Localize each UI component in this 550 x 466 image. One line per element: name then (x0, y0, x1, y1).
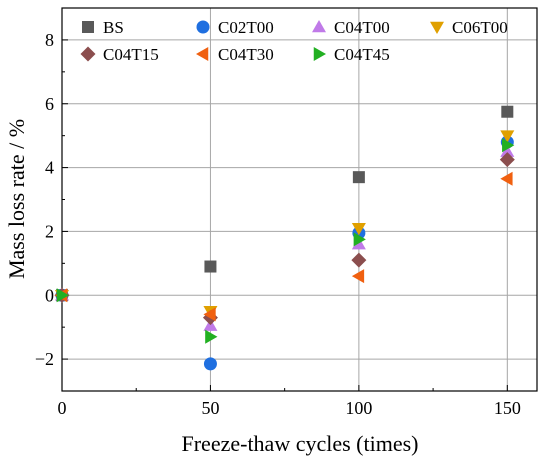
square-icon (82, 21, 94, 33)
x-tick-label: 100 (345, 398, 372, 418)
data-point (501, 105, 514, 118)
legend-label: C02T00 (218, 18, 274, 37)
data-point (353, 232, 366, 247)
legend-item-c06t00: C06T00 (430, 18, 508, 37)
circle-icon (196, 20, 210, 34)
legend-item-c04t45: C04T45 (313, 45, 390, 64)
legend-label: BS (103, 18, 124, 37)
plot-frame (61, 7, 538, 392)
legend-label: C04T45 (334, 45, 390, 64)
data-point (351, 252, 367, 268)
data-point (204, 260, 217, 273)
grid (62, 8, 537, 391)
legend: BS C02T00 C04T00 C06T00 C04T15 C04T30 C04T45 (80, 18, 508, 64)
data-point (502, 138, 515, 153)
data-point (203, 307, 216, 322)
x-tick-label: 50 (201, 398, 219, 418)
legend-item-bs: BS (82, 18, 124, 37)
triangle-left-icon (196, 47, 209, 61)
data-point (500, 144, 515, 157)
legend-label: C06T00 (452, 18, 508, 37)
legend-label: C04T15 (103, 45, 159, 64)
triangle-right-icon (313, 47, 326, 61)
data-point (203, 357, 217, 371)
series-c02t00 (55, 135, 514, 371)
series-c06t00 (55, 130, 515, 319)
y-tick-label: 6 (45, 94, 54, 114)
x-tick-label: 150 (494, 398, 521, 418)
y-tick-label: 2 (45, 221, 54, 241)
data-point (500, 130, 515, 143)
y-tick-label: 0 (45, 285, 54, 305)
series-bs (56, 105, 514, 302)
data-point (352, 171, 365, 184)
legend-item-c04t15: C04T15 (80, 45, 159, 64)
x-tick-label: 0 (58, 398, 67, 418)
data-point (56, 288, 69, 303)
series-c04t00 (55, 144, 515, 331)
y-tick-label: 4 (45, 158, 54, 178)
y-tick-label: 8 (45, 30, 54, 50)
series-c04t45 (56, 138, 515, 344)
triangle-down-icon (430, 21, 444, 34)
data-point (500, 171, 513, 186)
series-c04t30 (55, 171, 513, 322)
x-axis-title: Freeze-thaw cycles (times) (182, 431, 419, 456)
legend-label: C04T30 (218, 45, 274, 64)
axis-ticks: 0 50 100 150 −2 0 2 4 6 8 (35, 7, 521, 418)
diamond-icon (80, 46, 96, 62)
data-point (351, 269, 365, 284)
legend-item-c04t00: C04T00 (312, 18, 390, 37)
y-tick-label: −2 (35, 349, 54, 369)
data-points (54, 105, 515, 371)
legend-item-c02t00: C02T00 (196, 18, 274, 37)
y-axis-title: Mass loss rate / % (4, 119, 29, 279)
series-c04t15 (54, 152, 515, 326)
data-point (205, 329, 218, 344)
triangle-up-icon (312, 20, 326, 33)
legend-item-c04t30: C04T30 (196, 45, 274, 64)
data-point (499, 152, 515, 168)
data-point (351, 222, 366, 236)
legend-label: C04T00 (334, 18, 390, 37)
